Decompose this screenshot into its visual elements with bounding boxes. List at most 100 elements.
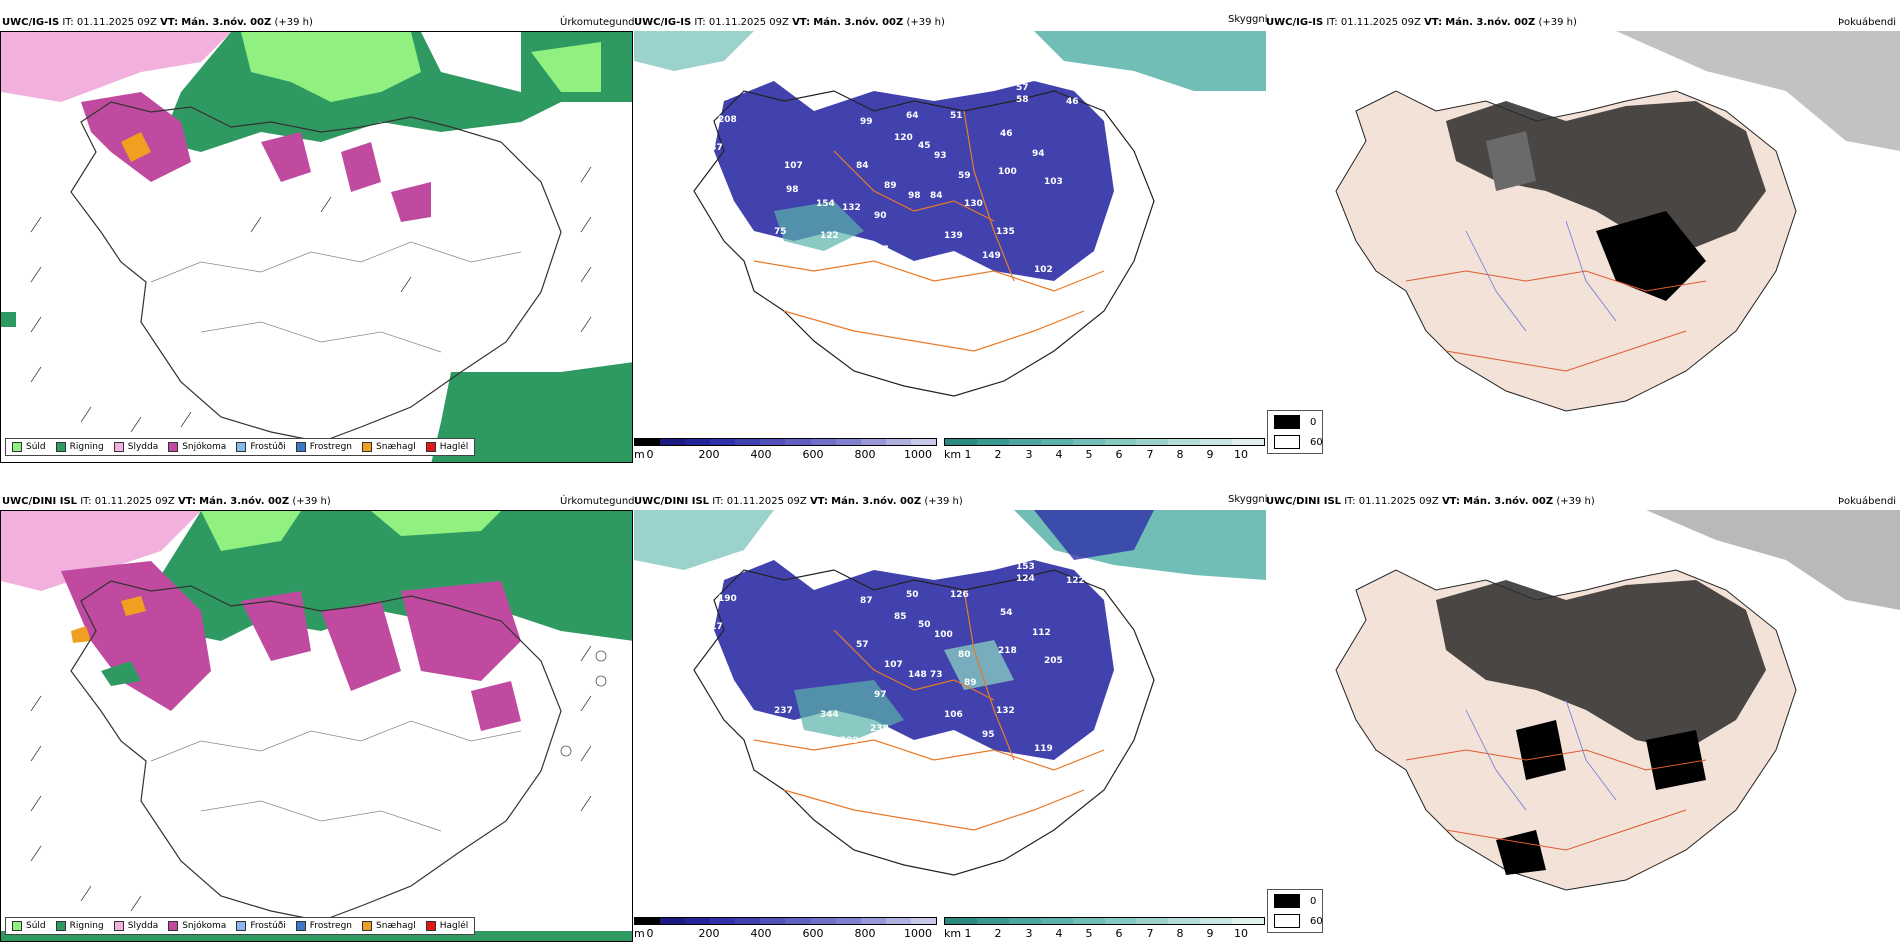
depth-label: 103 [1044,177,1063,187]
depth-label: 117 [704,622,723,632]
vis-tick: 1 [964,448,972,461]
legend-freezing-drizzle: Frostúði [236,442,286,452]
rain-area-west-small [1,312,16,327]
fog-legend-2: 0 60 [1267,889,1323,933]
depth-label: 87 [860,596,873,606]
fog-indicator-map [1266,31,1900,463]
depth-label: 95 [982,730,995,740]
depth-tick: 800 [854,448,876,461]
depth-label: 127 [978,281,997,291]
depth-label: 84 [930,191,943,201]
panel1-header-2: UWC/DINI ISL IT: 01.11.2025 09Z VT: Mán.… [2,496,331,507]
depth-label: 344 [820,710,839,720]
fog-indicator-map-svg [1266,31,1900,463]
depth-label: 50 [918,620,931,630]
panel2-title-2: Skyggni [1228,494,1268,505]
depth-label: 99 [860,117,873,127]
vis-tick: 7 [1146,448,1154,461]
depth-label: 100 [934,630,953,640]
depth-label: 91 [840,257,853,267]
depth-label: 238 [870,724,889,734]
roads-orange [753,110,1105,352]
iceland-outline-2 [693,90,1155,397]
visibility-map: 57 58 46 46 51 64 99 120 84 93 45 89 59 100 94 103 98 84 9… [634,31,1266,436]
depth-label: 123 [710,572,729,582]
panel1-title: Úrkomutegund [560,17,635,28]
depth-label: 94 [1032,149,1045,159]
panel2-header: UWC/IG-IS IT: 01.11.2025 09Z VT: Mán. 3.… [634,17,945,28]
visibility-map-svg-2 [634,510,1266,915]
depth-label: 90 [874,211,887,221]
ice-pellet-area [121,132,151,162]
depth-label: 205 [1044,656,1063,666]
snow-area-center-2 [341,142,381,192]
panel2-header-2: UWC/DINI ISL IT: 01.11.2025 09Z VT: Mán.… [634,496,963,507]
panel3-header: UWC/IG-IS IT: 01.11.2025 09Z VT: Mán. 3.… [1266,17,1577,28]
depth-label: 132 [996,706,1015,716]
snow-area-center [261,132,311,182]
precip-type-map: Súld Rigning Slydda Snjókoma Frostúði Fr… [0,31,633,463]
depth-label: 153 [1016,562,1035,572]
precip-type-map-2: Súld Rigning Slydda Snjókoma Frostúði Fr… [0,510,633,942]
depth-label: 84 [856,161,869,171]
depth-label: 237 [704,143,723,153]
depth-label: 122 [1066,576,1085,586]
legend-ice-pellets: Snæhagl [362,442,416,452]
depth-label: 51 [950,111,963,121]
precip-legend: Súld Rigning Slydda Snjókoma Frostúði Fr… [5,438,476,456]
wind-barbs [30,166,592,433]
depth-label: 259 [676,598,695,608]
rain-area-south [431,362,632,462]
depth-label: 303 [676,119,695,129]
depth-label: 107 [784,161,803,171]
depth-label: 89 [964,678,977,688]
depth-label: 107 [884,660,903,670]
panel1-title-2: Úrkomutegund [560,496,635,507]
fog-indicator-map-svg-2 [1266,510,1900,942]
depth-label: 130 [964,199,983,209]
depth-label: 148 [908,670,927,680]
drizzle-area-ne [531,42,601,92]
visibility-unit-2: km [944,927,962,940]
depth-label: 190 [718,594,737,604]
depth-label: 54 [1000,608,1013,618]
depth-label: 110 [978,760,997,770]
legend-freezing-rain: Frostregn [295,442,352,452]
panel3-title: Þokuábendi [1838,17,1897,28]
precip-type-map-svg [1,32,632,462]
depth-label: 135 [996,227,1015,237]
depth-label: 97 [874,690,887,700]
depth-label: 46 [1000,129,1013,139]
depth-colorbar-strip-2 [634,917,937,925]
depth-tick: 1000 [904,448,932,461]
depth-label: 154 [816,199,835,209]
depth-label: 57 [856,640,869,650]
vis-tick: 2 [994,448,1002,461]
depth-label: 120 [894,133,913,143]
legend-hail: Haglél [425,442,468,452]
vis-tick: 10 [1234,448,1248,461]
depth-label: 93 [934,151,947,161]
depth-label: 75 [774,227,787,237]
legend-drizzle: Súld [12,442,46,452]
fog-area-ne [1034,31,1266,91]
depth-tick: 0 [646,448,654,461]
depth-label: 73 [930,670,943,680]
legend-rain: Rigning [55,442,104,452]
panel2-title: Skyggni [1228,14,1268,25]
depth-label: 112 [1032,628,1051,638]
panel1-header: UWC/IG-IS IT: 01.11.2025 09Z VT: Mán. 3.… [2,17,313,28]
depth-label: 98 [908,191,921,201]
depth-label: 98 [786,185,799,195]
depth-label: 124 [1016,574,1035,584]
depth-label: 126 [950,590,969,600]
depth-label: 59 [958,171,971,181]
depth-unit: m [634,448,645,461]
depth-colorbar-strip [634,438,937,446]
depth-label: 50 [906,590,919,600]
precip-legend-2: Súld Rigning Slydda Snjókoma Frostúði Fr… [5,917,476,935]
depth-label: 599 [840,736,859,746]
vis-tick: 8 [1176,448,1184,461]
depth-label: 149 [982,251,1001,261]
fog-legend: 0 60 [1267,410,1323,454]
